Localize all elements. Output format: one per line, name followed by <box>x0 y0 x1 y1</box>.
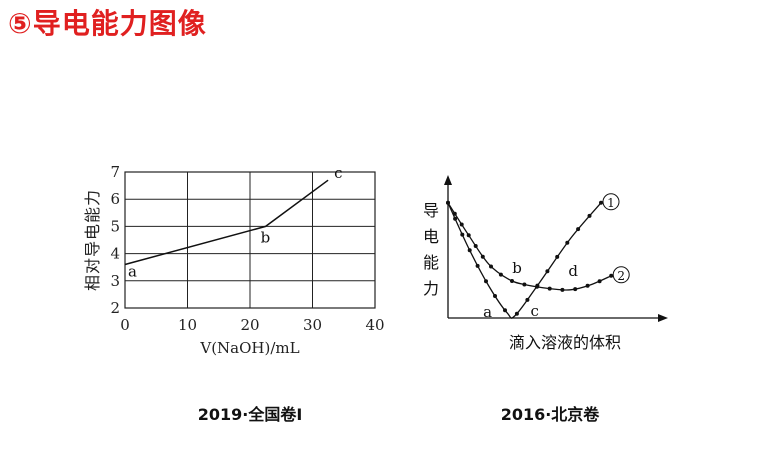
chart2-series-1-point <box>467 248 472 253</box>
chart2-series-1-name: 1 <box>607 196 615 210</box>
chart2-series-2-point <box>560 287 565 292</box>
chart1-y-tick-label: 4 <box>110 245 120 263</box>
chart2-series-2-point <box>489 264 493 269</box>
chart2-y-axis-label-char: 导 <box>423 201 439 220</box>
chart1-y-tick-label: 3 <box>110 272 120 290</box>
chart1-point-label-b: b <box>261 228 271 246</box>
chart2-series-1-point <box>555 254 560 259</box>
chart2-y-axis-label-char: 力 <box>423 279 439 298</box>
chart2-series-1-point <box>503 308 507 313</box>
chart2-x-axis-arrow <box>658 314 668 322</box>
chart2-series-1-point <box>484 279 488 284</box>
chart1-x-tick-label: 40 <box>365 316 384 334</box>
chart2-series-1-marker-circle <box>602 193 620 211</box>
chart2-series-2-point <box>535 284 539 289</box>
chart2-series-1-point <box>475 263 480 268</box>
chart2-point-label-b: b <box>512 259 522 277</box>
chart1-y-tick-label: 6 <box>110 190 120 208</box>
chart2-series-2-point <box>466 233 471 238</box>
chart2-series-2-point <box>573 287 578 292</box>
chart1-point-label-c: c <box>334 164 342 182</box>
chart1-y-tick-label: 5 <box>110 217 120 235</box>
chart2-series-2-point <box>510 279 514 283</box>
chart1-x-tick-label: 10 <box>178 316 197 334</box>
page-title: ⑤导电能力图像 <box>8 7 207 40</box>
chart2-series-1-point <box>545 269 550 274</box>
chart2-series-line-2 <box>447 202 612 291</box>
chart2-series-line-1 <box>447 202 602 319</box>
chart2-series-1-point <box>514 311 519 316</box>
chart2-series-1-point <box>576 227 581 232</box>
chart1-source-caption: 2019·全国卷Ⅰ <box>197 405 303 424</box>
chart1-x-tick-label: 20 <box>240 316 259 334</box>
chart2-series-1-point <box>460 232 465 237</box>
chart1-series-line <box>124 179 329 266</box>
chart2-series-2-point <box>459 222 464 227</box>
chart1-y-tick-label: 7 <box>110 163 120 181</box>
chart2-y-axis-label-char: 电 <box>423 227 439 246</box>
chart1-point-label-a: a <box>128 262 137 280</box>
chart2-point-label-a: a <box>483 303 492 321</box>
chart2-y-axis-arrow <box>444 175 452 185</box>
chart2-series-1-point <box>453 216 458 221</box>
chart1-y-axis-label: 相对导电能力 <box>83 189 102 291</box>
chart1-x-tick-label: 30 <box>303 316 322 334</box>
chart2-point-label-d: d <box>568 262 578 280</box>
chart2-series-2-point <box>547 286 552 291</box>
chart2-series-2-point <box>480 254 485 259</box>
chart2-series-2-name: 2 <box>617 269 625 283</box>
chart2-series-2-point <box>498 272 503 277</box>
chart2-point-label-c: c <box>531 302 539 320</box>
chart2-series-2-point <box>522 282 527 287</box>
chart2-series-2-marker-circle <box>612 266 630 284</box>
chart2-series-2-point <box>452 211 457 216</box>
chart1-x-tick-label: 0 <box>120 316 130 334</box>
chart1-y-tick-label: 2 <box>110 299 120 317</box>
chart2-series-1-point <box>587 213 592 218</box>
chart1-x-axis-label: V(NaOH)/mL <box>199 339 299 357</box>
chart2-series-2-point <box>446 200 450 205</box>
chart2-series-1-point <box>599 200 603 205</box>
chart2-series-2-point <box>597 279 602 284</box>
chart2-series-1-point <box>525 297 530 302</box>
chart2-source-caption: 2016·北京卷 <box>500 405 600 424</box>
chart2-series-1-point <box>565 240 570 245</box>
chart2-x-axis-label: 滴入溶液的体积 <box>509 333 621 352</box>
chart2-series-2-point <box>585 283 590 288</box>
chart2-y-axis-label-char: 能 <box>423 253 439 272</box>
chart2-series-2-point <box>473 244 478 248</box>
chart2-series-2-point <box>609 273 614 278</box>
chart2-series-1-point <box>493 294 497 298</box>
